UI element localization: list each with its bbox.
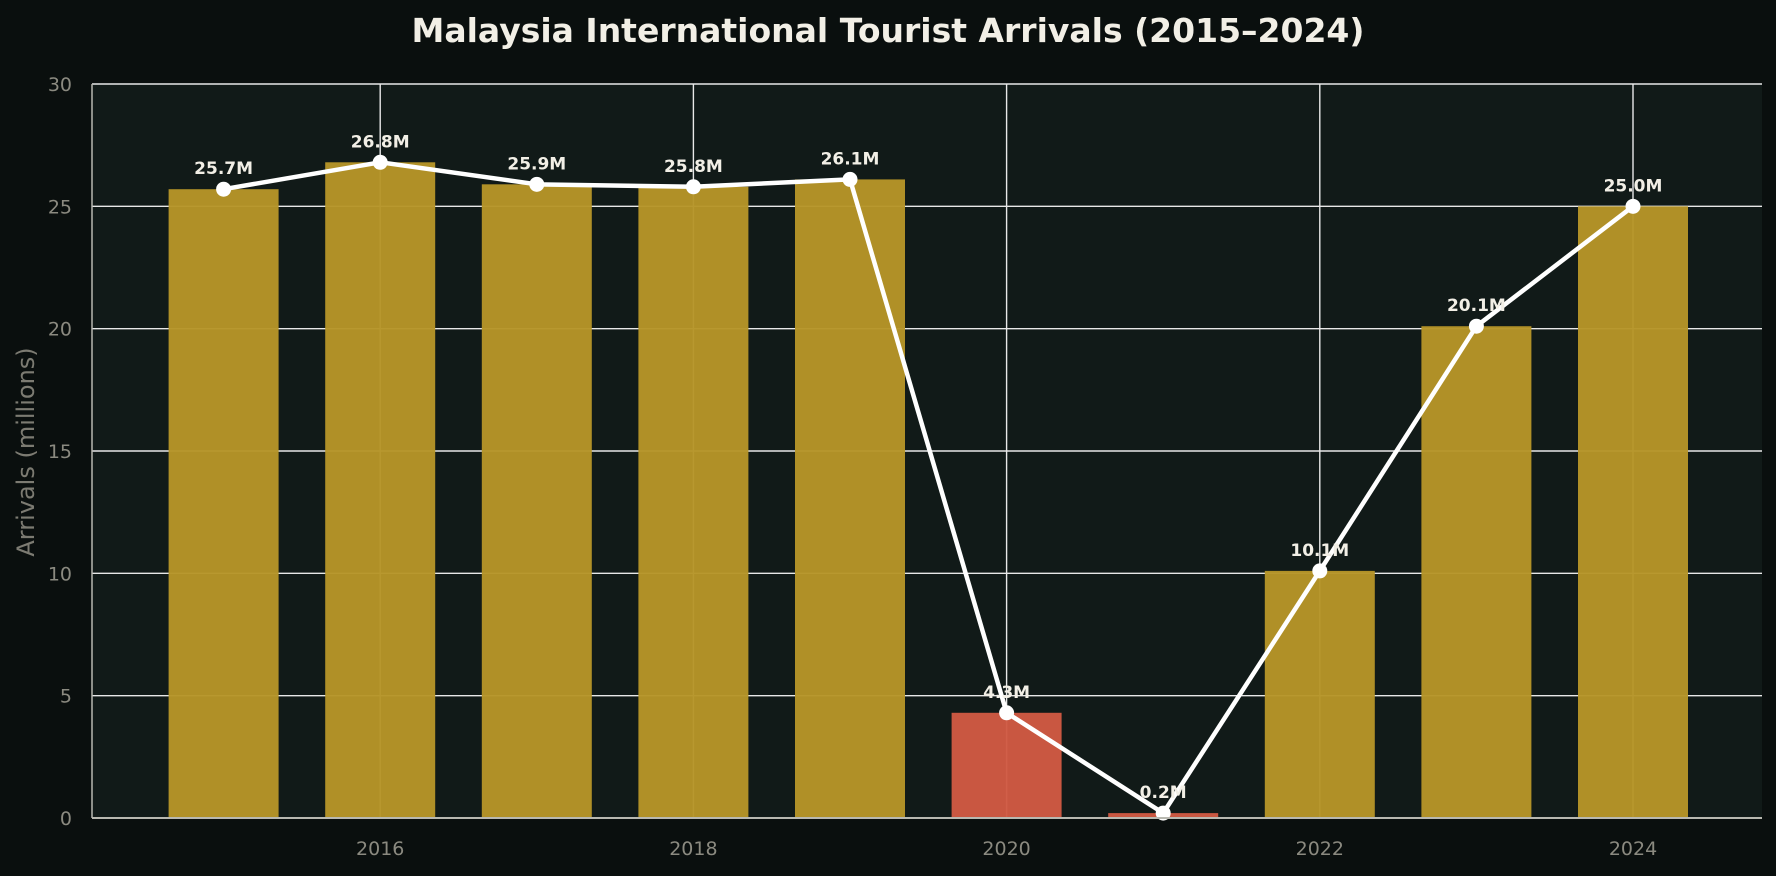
- y-tick-0: 0: [60, 808, 72, 830]
- bar-2023: [1421, 326, 1532, 818]
- point-2022: [1312, 563, 1328, 579]
- bar-2016: [325, 162, 436, 818]
- data-label-2021: 0.2M: [1140, 783, 1187, 803]
- y-tick-10: 10: [48, 563, 72, 585]
- bars: [168, 162, 1688, 819]
- point-2023: [1468, 318, 1484, 334]
- data-label-2016: 26.8M: [351, 132, 410, 152]
- x-tick-2020: 2020: [982, 838, 1030, 860]
- point-2021: [1155, 805, 1171, 821]
- y-tick-30: 30: [48, 74, 72, 96]
- trend-line-path: [223, 160, 1635, 816]
- data-label-2015: 25.7M: [194, 159, 253, 179]
- y-tick-20: 20: [48, 319, 72, 341]
- data-labels: 25.7M 26.8M 25.9M 25.8M 26.1M 4.3M 0.2M 10.1M 20…: [194, 132, 1662, 803]
- point-2020: [999, 705, 1015, 721]
- x-tick-2022: 2022: [1296, 838, 1344, 860]
- bar-2018: [638, 186, 749, 818]
- y-tick-25: 25: [48, 196, 72, 218]
- axes: [91, 84, 1762, 819]
- x-tick-labels: 2016 2018 2020 2022 2024: [356, 838, 1657, 860]
- point-2019: [842, 171, 858, 187]
- y-tick-labels: 0 5 10 15 20 25 30: [48, 74, 72, 830]
- data-label-2017: 25.9M: [507, 154, 566, 174]
- x-tick-2016: 2016: [356, 838, 404, 860]
- bar-2015: [168, 189, 279, 818]
- bar-2020: [951, 712, 1062, 818]
- point-2017: [529, 176, 545, 192]
- point-2015: [216, 181, 232, 197]
- point-2016: [372, 154, 388, 170]
- bar-2019: [795, 179, 905, 819]
- x-tick-2018: 2018: [669, 838, 717, 860]
- data-label-2018: 25.8M: [664, 157, 723, 177]
- data-label-2020: 4.3M: [983, 683, 1030, 703]
- trend-line: [223, 160, 1635, 816]
- y-tick-15: 15: [48, 441, 72, 463]
- bar-2022: [1264, 570, 1375, 818]
- data-label-2019: 26.1M: [821, 149, 880, 169]
- point-2024: [1625, 198, 1641, 214]
- data-label-2023: 20.1M: [1447, 296, 1506, 316]
- x-tick-2024: 2024: [1609, 838, 1657, 860]
- point-2018: [685, 179, 701, 195]
- bar-2017: [481, 184, 592, 818]
- data-label-2022: 10.1M: [1290, 541, 1349, 561]
- chart-title: Malaysia International Tourist Arrivals …: [412, 11, 1365, 50]
- data-label-2024: 25.0M: [1604, 176, 1663, 196]
- data-points: [216, 154, 1641, 821]
- y-axis-label: Arrivals (millions): [12, 347, 40, 556]
- bar-2024: [1578, 206, 1688, 819]
- y-tick-5: 5: [60, 686, 72, 708]
